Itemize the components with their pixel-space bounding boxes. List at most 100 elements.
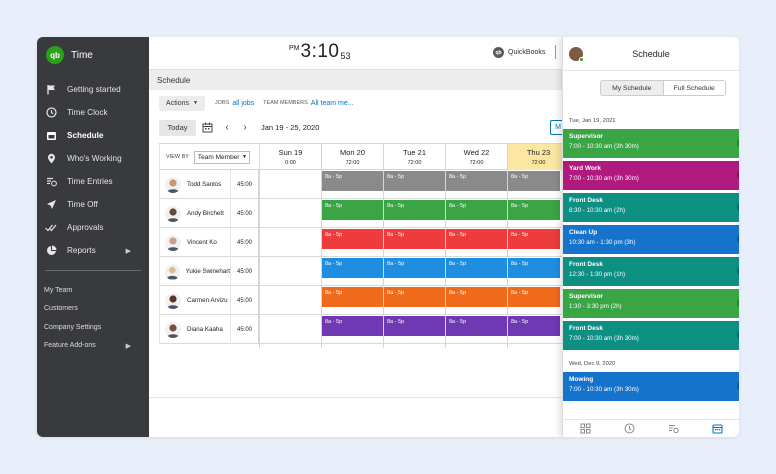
shift-block[interactable]: 8a - 5p — [508, 316, 560, 336]
grid-icon[interactable] — [563, 420, 607, 437]
employee-cell[interactable]: Carmen Arvizu — [159, 286, 230, 315]
shift-block[interactable]: 8a - 5p — [446, 316, 507, 336]
view-mode-button[interactable]: M — [550, 120, 562, 135]
shift-card[interactable]: Front Desk 7:00 - 10:30 am (3h 30m) — [563, 321, 739, 350]
shift-block[interactable]: 8a - 5p — [446, 171, 507, 191]
shift-block[interactable]: 8a - 5p — [322, 229, 383, 249]
shift-block[interactable]: 8a - 5p — [384, 287, 445, 307]
quickbooks-link[interactable]: qb QuickBooks — [493, 47, 545, 58]
actions-button[interactable]: Actions ▼ — [159, 95, 205, 111]
day-column-header[interactable]: Wed 22 72:00 — [445, 144, 507, 170]
shift-card[interactable]: Front Desk 8:30 - 10:30 am (2h) — [563, 193, 739, 222]
shift-block[interactable]: 8a - 5p — [384, 316, 445, 336]
employee-cell[interactable]: Yukie Swinehart — [159, 257, 230, 286]
shift-block[interactable]: 8a - 5p — [322, 316, 383, 336]
day-column-header[interactable]: Sun 19 0:00 — [259, 144, 321, 170]
shift-card[interactable]: Supervisor 1:30 - 3:30 pm (2h) — [563, 289, 739, 318]
sidebar-item-schedule[interactable]: Schedule — [37, 124, 149, 147]
shift-block[interactable]: 8a - 5p — [508, 287, 560, 307]
shift-time: 1:30 - 3:30 pm (2h) — [569, 303, 622, 310]
employee-cell[interactable]: Andy Birchett — [159, 199, 230, 228]
card-handle — [737, 235, 739, 243]
shift-title: Supervisor — [569, 133, 603, 140]
card-handle — [737, 171, 739, 179]
shift-time: 7:00 - 10:30 am (3h 30m) — [569, 143, 639, 150]
employee-name: Andy Birchett — [187, 210, 224, 217]
schedule-grid: VIEW BY Team Member ▼ Sun 19 0:00 Mon 20 72… — [159, 143, 562, 348]
time-entries-icon[interactable] — [652, 420, 696, 437]
jobs-filter-link[interactable]: all jobs — [232, 99, 255, 107]
clock-icon[interactable] — [607, 420, 651, 437]
shift-block[interactable]: 8a - 5p — [384, 171, 445, 191]
sidebar-subitem-label: My Team — [44, 286, 73, 294]
employee-cell[interactable]: Todd Santos — [159, 170, 230, 199]
day-column-header[interactable]: Tue 21 72:00 — [383, 144, 445, 170]
shift-block[interactable]: 8a - 5p — [384, 200, 445, 220]
sidebar-item-label: Time Clock — [67, 108, 108, 117]
clock-ampm: PM — [289, 45, 300, 52]
grid-column-line — [445, 170, 446, 348]
view-by-select[interactable]: Team Member ▼ — [193, 150, 250, 164]
shift-block[interactable]: 8a - 5p — [322, 287, 383, 307]
shift-card[interactable]: Mowing 7:00 - 10:30 am (3h 30m) — [563, 372, 739, 401]
shift-block[interactable]: 8a - 5p — [446, 258, 507, 278]
shift-block[interactable]: 8a - 5p — [508, 258, 560, 278]
shift-block[interactable]: 8a - 5p — [322, 258, 383, 278]
employee-name: Carmen Arvizu — [187, 297, 228, 304]
avatar — [165, 321, 181, 338]
sidebar-subitem-company-settings[interactable]: Company Settings — [37, 318, 149, 337]
shift-block[interactable]: 8a - 5p — [384, 229, 445, 249]
table-row: Andy Birchett 45:00 8a - 5p 8a - 5p 8a - 5p 8… — [159, 199, 562, 228]
next-week-button[interactable]: › — [243, 122, 247, 133]
shift-block[interactable]: 8a - 5p — [446, 200, 507, 220]
content-bottom-border — [149, 397, 562, 398]
schedule-side-panel: Schedule My Schedule Full Schedule Tue, … — [562, 37, 739, 437]
table-row: Yukie Swinehart 45:00 8a - 5p 8a - 5p 8a - 5… — [159, 257, 562, 286]
sidebar-subitem-customers[interactable]: Customers — [37, 300, 149, 319]
sidebar-item-time-off[interactable]: Time Off — [37, 193, 149, 216]
shift-block[interactable]: 8a - 5p — [508, 171, 560, 191]
employee-cell[interactable]: Diana Kaaha — [159, 315, 230, 344]
sidebar-item-time-clock[interactable]: Time Clock — [37, 101, 149, 124]
shift-block[interactable]: 8a - 5p — [322, 200, 383, 220]
sidebar-item-who-s-working[interactable]: Who's Working — [37, 147, 149, 170]
sidebar-item-time-entries[interactable]: Time Entries — [37, 170, 149, 193]
shift-block[interactable]: 8a - 5p — [446, 287, 507, 307]
sidebar-subitem-my-team[interactable]: My Team — [37, 281, 149, 300]
employee-cell[interactable]: Vincent Ko — [159, 228, 230, 257]
sidebar-item-reports[interactable]: Reports ▶ — [37, 239, 149, 262]
sidebar-item-label: Approvals — [67, 223, 104, 232]
day-column-header[interactable]: Thu 23 72:00 — [507, 144, 562, 170]
shift-card[interactable]: Front Desk 12:30 - 1:30 pm (1h) — [563, 257, 739, 286]
user-avatar[interactable] — [569, 47, 584, 62]
tab-full-schedule[interactable]: Full Schedule — [662, 81, 725, 95]
shift-card[interactable]: Clean Up 10:30 am - 1:30 pm (3h) — [563, 225, 739, 254]
day-column-header[interactable]: Mon 20 72:00 — [321, 144, 383, 170]
shift-block[interactable]: 8a - 5p — [446, 229, 507, 249]
shift-card[interactable]: Supervisor 7:00 - 10:30 am (3h 30m) — [563, 129, 739, 158]
team-members-filter-link[interactable]: All team me... — [310, 99, 354, 107]
calendar-icon[interactable] — [202, 122, 213, 133]
table-row: Carmen Arvizu 45:00 8a - 5p 8a - 5p 8a - 5p 8… — [159, 286, 562, 315]
sidebar-subitem-feature-add-ons[interactable]: Feature Add-ons ▶ — [37, 337, 149, 356]
calendar-icon — [45, 130, 57, 142]
shift-title: Mowing — [569, 376, 594, 383]
shift-block[interactable]: 8a - 5p — [322, 171, 383, 191]
shift-block[interactable]: 8a - 5p — [384, 258, 445, 278]
employee-total-hours: 45:00 — [230, 170, 259, 199]
time-entries-icon — [45, 176, 57, 188]
shift-block[interactable]: 8a - 5p — [508, 229, 560, 249]
previous-week-button[interactable]: ‹ — [225, 122, 229, 133]
shift-card[interactable]: Yard Work 7:00 - 10:30 am (3h 30m) — [563, 161, 739, 190]
calendar-icon[interactable] — [696, 420, 739, 437]
card-handle — [737, 382, 739, 390]
flag-icon — [45, 84, 57, 96]
shift-block[interactable]: 8a - 5p — [508, 200, 560, 220]
card-handle — [737, 139, 739, 147]
sidebar-item-getting-started[interactable]: Getting started — [37, 78, 149, 101]
sidebar-item-approvals[interactable]: Approvals — [37, 216, 149, 239]
today-button[interactable]: Today — [159, 119, 196, 136]
shift-time: 8:30 - 10:30 am (2h) — [569, 207, 626, 214]
brand[interactable]: qb Time — [37, 37, 149, 73]
tab-my-schedule[interactable]: My Schedule — [612, 84, 652, 92]
